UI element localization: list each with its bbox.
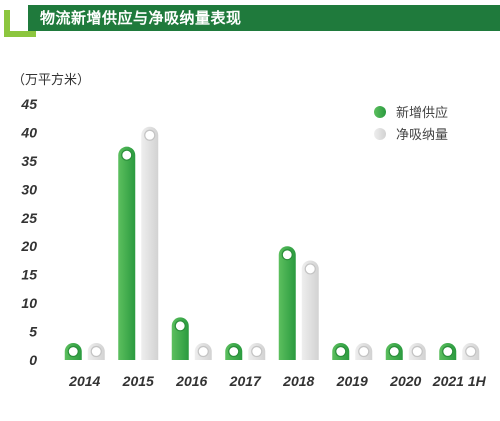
bar-new-supply-marker [121, 149, 133, 161]
y-tick-label: 0 [29, 352, 37, 368]
bar-new-supply-marker [67, 345, 79, 358]
bar-net-absorption [462, 343, 480, 360]
x-tick-label: 2014 [68, 373, 100, 389]
x-tick-label: 2016 [175, 373, 207, 389]
header-bar [28, 5, 500, 31]
x-tick-label: 2015 [122, 373, 154, 389]
legend-label: 净吸纳量 [396, 128, 448, 143]
legend-item: 净吸纳量 [374, 128, 448, 143]
corner-accent-horizontal [4, 31, 36, 37]
x-tick-label: 2017 [229, 373, 262, 389]
bar-new-supply-marker [442, 345, 454, 358]
x-tick-label: 2019 [336, 373, 368, 389]
y-tick-label: 30 [21, 181, 37, 197]
bar-new-supply [64, 343, 82, 360]
bar-new-supply [118, 146, 136, 360]
bar-net-absorption [194, 343, 212, 360]
bar-net-absorption-shape [301, 260, 319, 360]
y-tick-label: 15 [21, 267, 37, 283]
bar-net-absorption-marker [304, 263, 316, 275]
y-tick-label: 10 [21, 295, 37, 311]
bar-new-supply-marker [335, 345, 347, 358]
y-tick-label: 5 [29, 324, 37, 340]
bar-new-supply [332, 343, 350, 360]
legend-swatch [374, 128, 386, 140]
bar-net-absorption [301, 260, 319, 360]
y-tick-label: 25 [20, 210, 37, 226]
y-axis-ticks: 0 5 10 15 20 25 30 35 40 45 [20, 96, 37, 368]
legend-item: 新增供应 [374, 105, 448, 121]
bar-net-absorption-marker [144, 129, 156, 141]
bar-net-absorption-marker [411, 345, 423, 358]
bar-new-supply [225, 343, 243, 360]
x-tick-label: 2018 [282, 373, 314, 389]
bar-new-supply-marker [228, 345, 240, 358]
bar-net-absorption-marker [197, 345, 209, 358]
bar-net-absorption-marker [358, 345, 370, 358]
bar-new-supply-marker [174, 320, 186, 332]
bar-new-supply [171, 317, 189, 360]
bar-net-absorption-marker [251, 345, 263, 358]
bar-net-absorption-shape [141, 126, 159, 360]
bar-new-supply-marker [388, 345, 400, 358]
y-tick-label: 20 [20, 238, 37, 254]
bar-net-absorption [355, 343, 373, 360]
bar-new-supply-marker [281, 249, 293, 261]
bar-net-absorption [141, 126, 159, 360]
bar-net-absorption [408, 343, 426, 360]
x-tick-label: 2021 1H [432, 373, 487, 389]
chart-header-title: 物流新增供应与净吸纳量表现 [40, 9, 242, 27]
x-tick-label: 2020 [389, 373, 421, 389]
bar-new-supply [385, 343, 403, 360]
bar-net-absorption-marker [90, 345, 102, 358]
legend-label: 新增供应 [396, 105, 448, 121]
bar-new-supply-shape [118, 146, 136, 360]
legend-swatch [374, 106, 386, 118]
x-axis-ticks: 2014 2015 2016 2017 2018 2019 2020 2021 1H [68, 373, 486, 389]
y-tick-label: 45 [20, 96, 37, 112]
bar-net-absorption [248, 343, 266, 360]
bar-new-supply-shape [278, 246, 296, 360]
bar-net-absorption-marker [465, 345, 477, 358]
bar-new-supply [439, 343, 457, 360]
bar-new-supply [278, 246, 296, 360]
bars [64, 126, 480, 360]
y-tick-label: 40 [20, 124, 37, 140]
bar-net-absorption [87, 343, 105, 360]
corner-accent-vertical [4, 10, 10, 37]
y-tick-label: 35 [21, 153, 37, 169]
y-axis-unit-label: （万平方米） [12, 72, 90, 88]
